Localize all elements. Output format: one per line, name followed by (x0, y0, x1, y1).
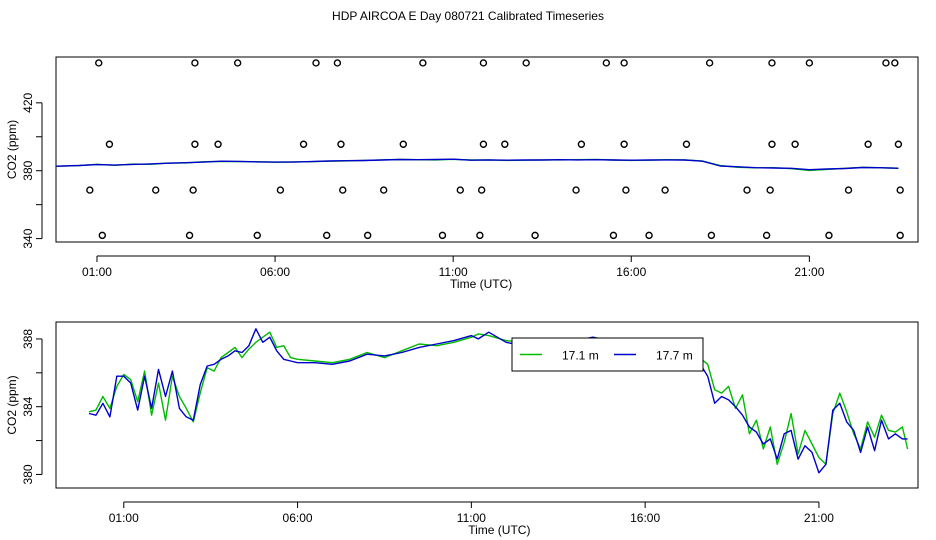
data-point (479, 140, 488, 148)
x-tick-label: 06:00 (260, 265, 290, 279)
data-point (380, 186, 388, 194)
y-axis-label: CO2 (ppm) (5, 120, 19, 179)
data-point (191, 59, 199, 67)
data-point (645, 231, 653, 240)
legend-label: 17.7 m (656, 349, 693, 363)
data-point (333, 59, 342, 67)
x-tick-label: 11:00 (439, 265, 468, 279)
data-point (609, 231, 618, 240)
x-tick-label: 16:00 (616, 265, 646, 279)
series-line-0 (88, 331, 909, 465)
y-tick-label: 420 (21, 92, 35, 112)
x-axis-label: Time (UTC) (468, 523, 530, 537)
x-tick-label: 21:00 (804, 511, 834, 525)
data-point (152, 186, 160, 194)
data-point (864, 140, 872, 148)
data-point (805, 59, 814, 67)
data-point (891, 59, 899, 67)
plot-data-layer (88, 328, 909, 474)
series-line-0 (56, 158, 899, 172)
data-point (479, 59, 488, 67)
x-tick-label: 21:00 (794, 265, 824, 279)
data-point (191, 140, 199, 148)
legend-label: 17.1 m (562, 349, 599, 363)
data-point (894, 140, 903, 148)
data-point (743, 186, 751, 194)
data-point (86, 186, 94, 194)
data-point (323, 231, 331, 240)
x-tick-label: 01:00 (82, 265, 112, 279)
data-point (399, 140, 407, 148)
data-point (531, 231, 539, 240)
data-point (602, 59, 611, 67)
plot-frame (55, 56, 919, 243)
x-tick-label: 16:00 (630, 511, 660, 525)
x-tick-label: 06:00 (283, 511, 313, 525)
data-point (522, 59, 530, 67)
data-point (98, 231, 107, 240)
data-point (766, 186, 774, 194)
data-point (661, 186, 669, 194)
data-point (572, 186, 580, 194)
data-point (844, 186, 853, 194)
data-point (768, 140, 776, 148)
data-point (419, 59, 427, 67)
series-line-1 (56, 158, 899, 171)
data-point (456, 186, 464, 194)
y-tick-label: 340 (21, 228, 35, 248)
data-point (214, 140, 222, 148)
data-point (477, 186, 486, 194)
data-point (620, 59, 628, 67)
data-point (438, 231, 447, 240)
data-point (233, 59, 242, 67)
data-point (185, 231, 194, 240)
series-line-1 (88, 328, 908, 474)
data-point (762, 231, 771, 240)
x-axis-label: Time (UTC) (450, 277, 512, 291)
data-point (896, 231, 904, 240)
legend-box (511, 337, 704, 372)
data-point (363, 231, 372, 240)
data-point (299, 140, 308, 148)
data-point (896, 186, 904, 194)
data-point (622, 186, 630, 194)
data-point (189, 186, 197, 194)
data-point (95, 59, 103, 67)
data-point (882, 59, 890, 67)
data-point (105, 140, 114, 148)
data-point (768, 59, 776, 67)
y-tick-label: 388 (21, 329, 35, 349)
data-point (707, 231, 716, 240)
data-point (501, 140, 509, 148)
data-point (476, 231, 484, 240)
y-tick-label: 380 (21, 464, 35, 484)
x-tick-label: 01:00 (109, 511, 139, 525)
y-axis-label: CO2 (ppm) (5, 375, 19, 434)
y-tick-label: 384 (21, 396, 35, 416)
data-point (339, 186, 347, 194)
data-point (253, 231, 261, 240)
data-point (705, 59, 714, 67)
data-point (312, 59, 320, 67)
bottom-panel: 01:00 06:00 11:00 16:00 21:00 Time (UTC) 380 38… (5, 321, 919, 537)
plot-data-layer (56, 158, 899, 172)
data-point (825, 231, 833, 240)
data-point (682, 140, 691, 148)
plot-frame (55, 321, 919, 489)
top-panel: 01:00 06:00 11:00 16:00 21:00 Time (UTC) 340 38… (5, 56, 919, 291)
data-point (620, 140, 628, 148)
data-point (791, 140, 799, 148)
chart-title: HDP AIRCOA E Day 080721 Calibrated Times… (332, 9, 604, 23)
data-point (337, 140, 345, 148)
data-point (577, 140, 586, 148)
data-point (276, 186, 285, 194)
y-tick-label: 380 (21, 160, 35, 180)
x-tick-label: 11:00 (457, 511, 486, 525)
